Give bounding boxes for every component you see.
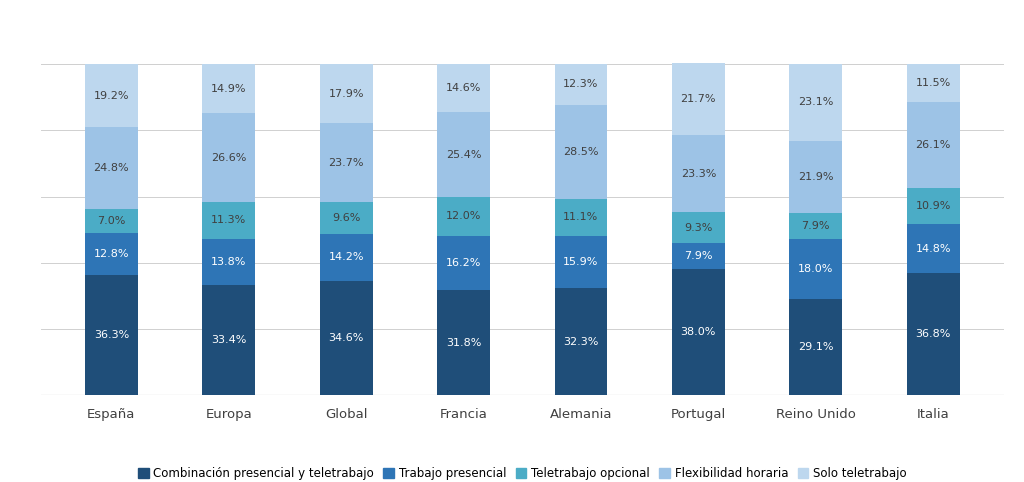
Bar bbox=[555, 64, 607, 105]
Bar bbox=[85, 64, 138, 127]
Bar bbox=[790, 141, 842, 213]
Text: 7.0%: 7.0% bbox=[97, 216, 126, 226]
Text: 11.3%: 11.3% bbox=[211, 215, 247, 225]
Bar bbox=[672, 243, 725, 269]
Bar bbox=[437, 197, 489, 236]
Text: 29.1%: 29.1% bbox=[798, 342, 834, 352]
Bar bbox=[85, 275, 138, 395]
Text: 9.6%: 9.6% bbox=[332, 213, 360, 223]
Bar bbox=[906, 225, 959, 273]
Bar bbox=[319, 234, 373, 281]
Bar bbox=[319, 64, 373, 123]
Bar bbox=[906, 273, 959, 395]
Bar bbox=[203, 64, 255, 113]
Bar bbox=[555, 199, 607, 236]
Bar bbox=[555, 236, 607, 288]
Text: 12.3%: 12.3% bbox=[563, 79, 599, 89]
Bar bbox=[203, 201, 255, 239]
Bar bbox=[85, 127, 138, 210]
Text: 33.4%: 33.4% bbox=[211, 335, 247, 345]
Text: 9.3%: 9.3% bbox=[684, 223, 713, 233]
Bar bbox=[555, 288, 607, 395]
Bar bbox=[672, 213, 725, 243]
Bar bbox=[790, 64, 842, 141]
Bar bbox=[790, 239, 842, 299]
Bar bbox=[203, 113, 255, 201]
Text: 36.8%: 36.8% bbox=[915, 329, 950, 339]
Text: 11.5%: 11.5% bbox=[915, 78, 950, 88]
Text: 7.9%: 7.9% bbox=[684, 251, 713, 261]
Bar bbox=[672, 269, 725, 395]
Bar bbox=[906, 188, 959, 225]
Bar bbox=[906, 102, 959, 188]
Bar bbox=[437, 112, 489, 197]
Bar bbox=[203, 239, 255, 285]
Text: 36.3%: 36.3% bbox=[94, 330, 129, 340]
Text: 17.9%: 17.9% bbox=[329, 89, 364, 99]
Bar bbox=[672, 135, 725, 213]
Text: 19.2%: 19.2% bbox=[93, 91, 129, 101]
Text: 15.9%: 15.9% bbox=[563, 257, 599, 267]
Bar bbox=[319, 202, 373, 234]
Text: 26.6%: 26.6% bbox=[211, 152, 247, 162]
Text: 10.9%: 10.9% bbox=[915, 201, 950, 211]
Legend: Combinación presencial y teletrabajo, Trabajo presencial, Teletrabajo opcional, : Combinación presencial y teletrabajo, Tr… bbox=[133, 462, 911, 482]
Text: 16.2%: 16.2% bbox=[445, 258, 481, 268]
Text: 23.7%: 23.7% bbox=[329, 158, 364, 168]
Text: 31.8%: 31.8% bbox=[445, 337, 481, 348]
Text: 11.1%: 11.1% bbox=[563, 212, 599, 222]
Text: 14.2%: 14.2% bbox=[329, 252, 364, 262]
Text: 25.4%: 25.4% bbox=[445, 149, 481, 160]
Bar bbox=[319, 123, 373, 202]
Text: 12.0%: 12.0% bbox=[445, 212, 481, 221]
Bar bbox=[437, 236, 489, 290]
Text: 23.1%: 23.1% bbox=[798, 97, 834, 107]
Text: 14.8%: 14.8% bbox=[915, 244, 951, 254]
Text: 23.3%: 23.3% bbox=[681, 169, 716, 179]
Text: 34.6%: 34.6% bbox=[329, 333, 364, 343]
Text: 26.1%: 26.1% bbox=[915, 140, 950, 150]
Text: 7.9%: 7.9% bbox=[802, 221, 830, 231]
Text: 24.8%: 24.8% bbox=[93, 163, 129, 174]
Text: 12.8%: 12.8% bbox=[93, 249, 129, 259]
Bar bbox=[906, 64, 959, 102]
Text: 18.0%: 18.0% bbox=[798, 264, 834, 274]
Bar bbox=[790, 299, 842, 395]
Bar bbox=[85, 233, 138, 275]
Bar bbox=[790, 213, 842, 239]
Text: 21.9%: 21.9% bbox=[798, 172, 834, 182]
Bar bbox=[437, 290, 489, 395]
Bar bbox=[555, 105, 607, 199]
Bar bbox=[85, 210, 138, 233]
Bar bbox=[672, 64, 725, 135]
Bar bbox=[203, 285, 255, 395]
Text: 21.7%: 21.7% bbox=[681, 94, 716, 105]
Text: 14.6%: 14.6% bbox=[445, 83, 481, 94]
Bar bbox=[319, 281, 373, 395]
Text: 28.5%: 28.5% bbox=[563, 147, 599, 157]
Text: 38.0%: 38.0% bbox=[681, 327, 716, 337]
Bar bbox=[437, 64, 489, 112]
Text: 13.8%: 13.8% bbox=[211, 257, 247, 267]
Text: 14.9%: 14.9% bbox=[211, 84, 247, 94]
Text: 32.3%: 32.3% bbox=[563, 337, 599, 347]
